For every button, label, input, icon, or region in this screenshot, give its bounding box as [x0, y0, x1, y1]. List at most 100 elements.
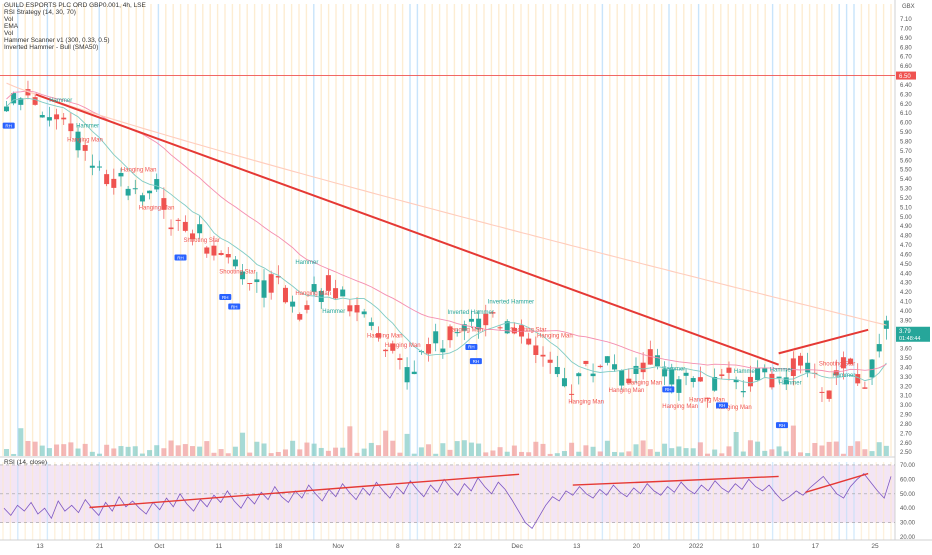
- trendline-rsi: [805, 472, 869, 494]
- volume-bar: [540, 443, 546, 456]
- candle-body: [54, 114, 60, 120]
- candle-body: [576, 373, 582, 377]
- candle-body: [690, 378, 696, 382]
- volume-bar: [876, 442, 882, 456]
- candle-pattern-label: Hammer: [832, 373, 855, 379]
- volume-bar: [404, 433, 410, 456]
- volume-bar: [440, 443, 446, 456]
- time-tick-label: 13: [36, 543, 44, 550]
- volume-bar: [354, 452, 360, 456]
- candle-body: [597, 365, 603, 368]
- rsi-tick-label: 70.00: [900, 463, 916, 469]
- candle-body: [819, 391, 825, 393]
- trendline-price: [35, 93, 779, 366]
- candle-body: [433, 331, 439, 344]
- signal-marker-label: RH: [177, 255, 184, 260]
- time-tick-label: Oct: [154, 543, 164, 550]
- candle-body: [254, 279, 260, 283]
- time-tick-label: 20: [633, 543, 641, 550]
- volume-bar: [118, 446, 124, 456]
- candle-body: [11, 93, 17, 104]
- time-tick-label: Nov: [332, 543, 344, 550]
- candle-pattern-label: Hanging Man: [689, 397, 725, 403]
- price-tick-label: 6.30: [900, 92, 912, 98]
- candle-body: [683, 372, 689, 376]
- volume-bar: [798, 452, 804, 456]
- candle-body: [154, 179, 160, 190]
- signal-marker: [775, 422, 788, 429]
- signal-marker-label: RH: [719, 403, 726, 408]
- candle-pattern-label: Hammer: [779, 380, 802, 386]
- candle-pattern-label: Hammer: [76, 123, 99, 129]
- candle-pattern-label: Hanging Man: [121, 168, 157, 174]
- candle-body: [483, 313, 489, 326]
- volume-bar: [161, 448, 167, 456]
- price-tag-bg: [896, 71, 916, 80]
- volume-bar: [883, 445, 889, 456]
- price-tick-label: 2.50: [900, 450, 912, 456]
- candle-body: [32, 97, 38, 105]
- candle-body: [268, 274, 274, 293]
- candle-body: [733, 379, 739, 383]
- volume-bar: [333, 447, 339, 456]
- candle-body: [826, 390, 832, 399]
- volume-bar: [726, 446, 732, 456]
- volume-bar: [719, 453, 725, 456]
- candle-body: [340, 289, 346, 297]
- candle-body: [426, 344, 432, 354]
- candle-body: [540, 354, 546, 357]
- candle-pattern-label: Hanging Man: [67, 137, 103, 143]
- price-tick-label: 5.60: [900, 158, 912, 164]
- volume-bar: [197, 446, 203, 456]
- signal-marker-label: RH: [665, 387, 672, 392]
- candle-body: [297, 314, 303, 320]
- volume-bar: [304, 442, 310, 456]
- volume-bar: [282, 449, 288, 456]
- candle-body: [662, 369, 668, 377]
- volume-bar: [511, 445, 517, 456]
- volume-bar: [733, 432, 739, 456]
- volume-bar: [790, 425, 796, 456]
- candle-pattern-label: Hanging Man: [367, 333, 403, 339]
- volume-bar: [476, 443, 482, 456]
- volume-bar: [347, 426, 353, 456]
- volume-bar: [783, 451, 789, 456]
- candle-body: [390, 343, 396, 351]
- volume-bar: [96, 453, 102, 456]
- rsi-tick-label: 40.00: [900, 506, 916, 512]
- volume-bar: [89, 451, 95, 456]
- volume-bar: [311, 443, 317, 456]
- price-tick-label: 5.20: [900, 196, 912, 202]
- candle-body: [533, 345, 539, 355]
- time-tick-label: 11: [216, 543, 223, 550]
- volume-bar: [848, 445, 854, 456]
- volume-bar: [11, 453, 17, 456]
- ema-fast-line: [6, 97, 887, 384]
- volume-bar: [526, 452, 532, 456]
- candle-body: [747, 376, 753, 387]
- candle-body: [654, 355, 660, 367]
- volume-bar: [747, 440, 753, 456]
- volume-bar: [690, 448, 696, 456]
- candle-body: [225, 254, 231, 258]
- price-tick-label: 7.00: [900, 26, 912, 32]
- volume-bar: [583, 445, 589, 456]
- candle-body: [554, 367, 560, 375]
- volume-bar: [533, 441, 539, 456]
- legend-rsi-strategy: RSI Strategy (14, 30, 70): [4, 9, 76, 16]
- price-tick-label: 3.10: [900, 394, 912, 400]
- volume-bar: [182, 444, 188, 456]
- legend-vol2: Vol: [4, 30, 14, 37]
- volume-bar: [147, 450, 153, 456]
- candle-body: [640, 362, 646, 373]
- candle-pattern-label: Hammer: [49, 98, 72, 104]
- volume-bar: [361, 448, 367, 456]
- candle-body: [848, 358, 854, 365]
- candle-body: [189, 233, 195, 240]
- rsi-tick-label: 20.00: [900, 535, 916, 541]
- price-tick-label: 3.00: [900, 403, 912, 409]
- candle-body: [311, 284, 317, 292]
- trendline-rsi: [572, 475, 779, 486]
